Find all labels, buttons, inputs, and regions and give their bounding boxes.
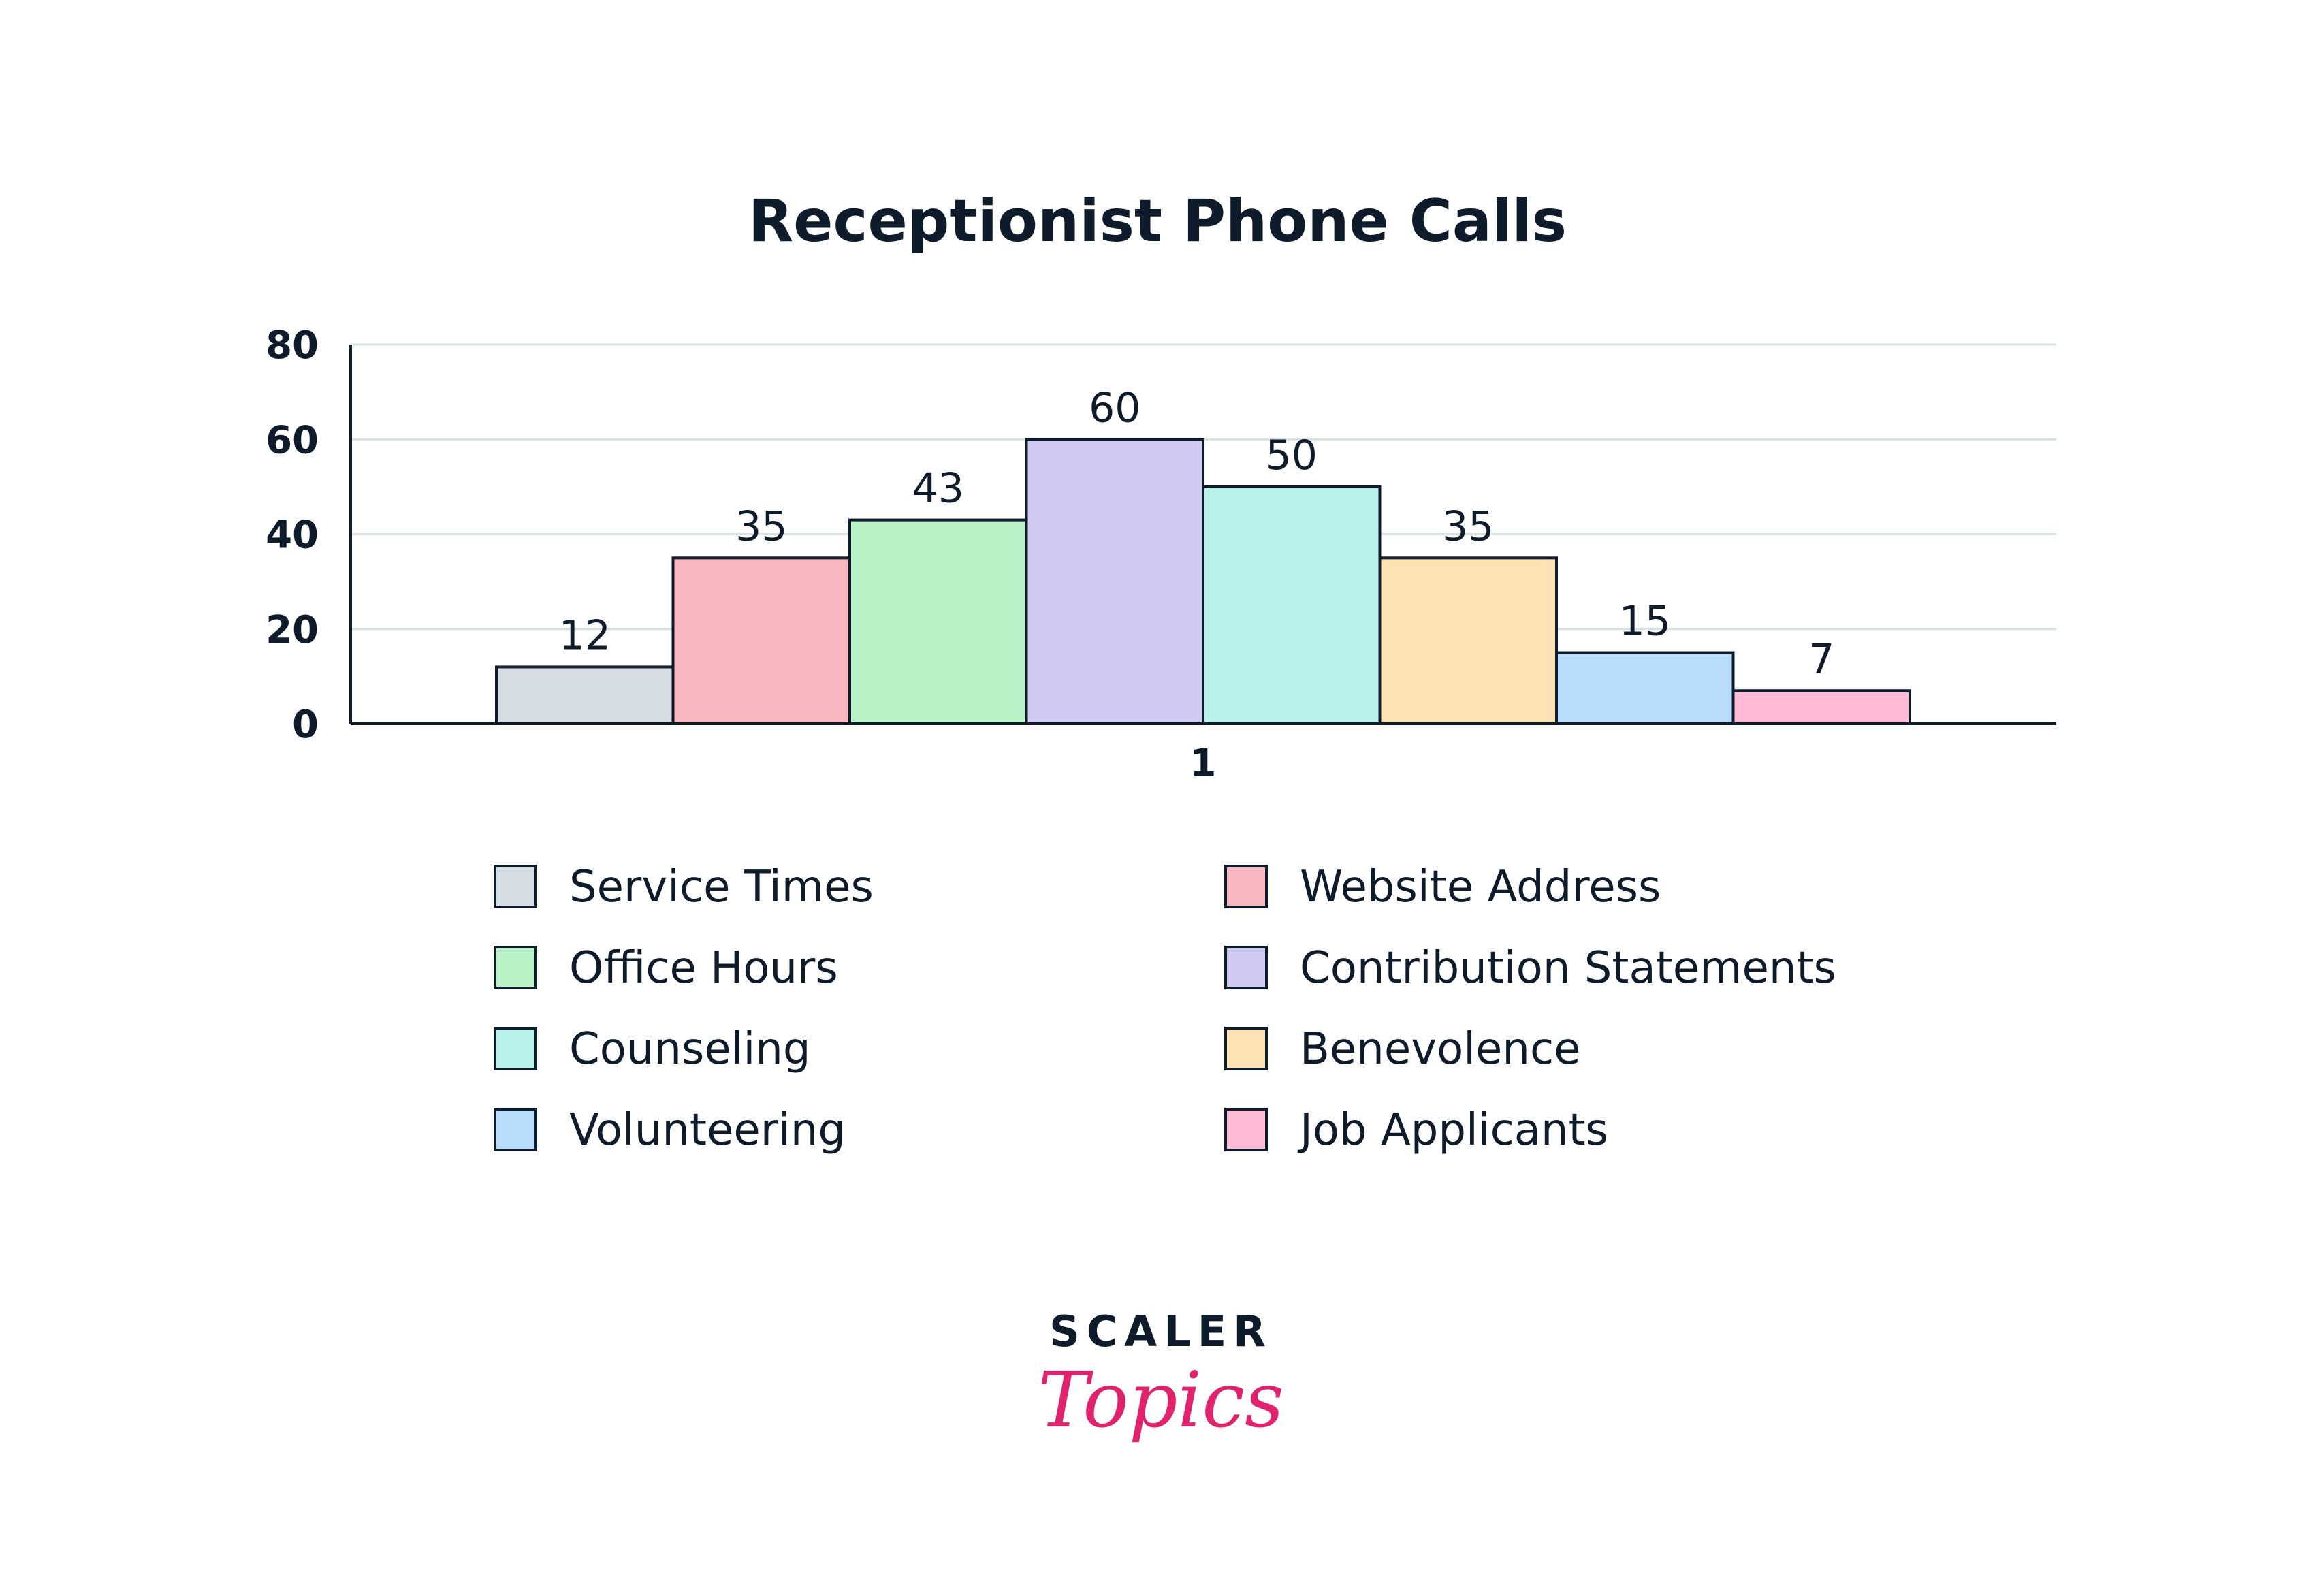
- bar: [1378, 556, 1558, 725]
- data-label: 12: [559, 611, 611, 659]
- y-tick-label: 20: [266, 608, 319, 652]
- legend-swatch: [494, 1027, 537, 1070]
- legend-label: Contribution Statements: [1300, 943, 1836, 993]
- data-label: 50: [1266, 432, 1318, 479]
- y-tick-label: 0: [292, 703, 319, 747]
- bar: [1555, 651, 1735, 725]
- scaler-topics-logo: SCALER Topics: [1038, 1307, 1283, 1445]
- bars: [495, 438, 1911, 726]
- legend-label: Service Times: [569, 862, 874, 912]
- logo-wordmark-topics: Topics: [1038, 1356, 1283, 1445]
- legend: Service Times Website Address Office Hours…: [494, 862, 1836, 1155]
- legend-label: Counseling: [569, 1024, 810, 1074]
- y-tick-label: 80: [266, 323, 319, 368]
- y-tick-label: 60: [266, 418, 319, 462]
- data-label: 43: [912, 465, 964, 513]
- bar: [495, 665, 675, 726]
- bar: [848, 518, 1028, 725]
- legend-label: Benevolence: [1300, 1024, 1581, 1074]
- y-tick-label: 40: [266, 513, 319, 558]
- x-tick-label: 1: [1190, 741, 1217, 786]
- data-label: 15: [1619, 598, 1671, 645]
- legend-label: Job Applicants: [1297, 1105, 1608, 1155]
- axes: 0 20 40 60 80 1: [266, 323, 2056, 786]
- logo-wordmark-scaler: SCALER: [1049, 1307, 1273, 1356]
- data-labels: 12 35 43 60 50 35 15 7: [559, 384, 1835, 683]
- legend-swatch: [1224, 946, 1268, 989]
- bar: [1731, 689, 1911, 726]
- legend-swatch: [1224, 1027, 1268, 1070]
- chart-title: Receptionist Phone Calls: [748, 187, 1567, 255]
- data-label: 35: [1442, 502, 1494, 550]
- bar: [671, 556, 851, 725]
- legend-label: Volunteering: [569, 1105, 846, 1155]
- legend-swatch: [494, 865, 537, 908]
- legend-label: Office Hours: [569, 943, 838, 993]
- bar: [1202, 485, 1382, 725]
- bar: [1025, 438, 1204, 725]
- data-label: 60: [1089, 384, 1140, 432]
- legend-swatch: [494, 1108, 537, 1151]
- data-label: 7: [1808, 635, 1834, 683]
- legend-swatch: [1224, 865, 1268, 908]
- data-label: 35: [735, 502, 787, 550]
- legend-label: Website Address: [1300, 862, 1661, 912]
- legend-swatch: [494, 946, 537, 989]
- legend-swatch: [1224, 1108, 1268, 1151]
